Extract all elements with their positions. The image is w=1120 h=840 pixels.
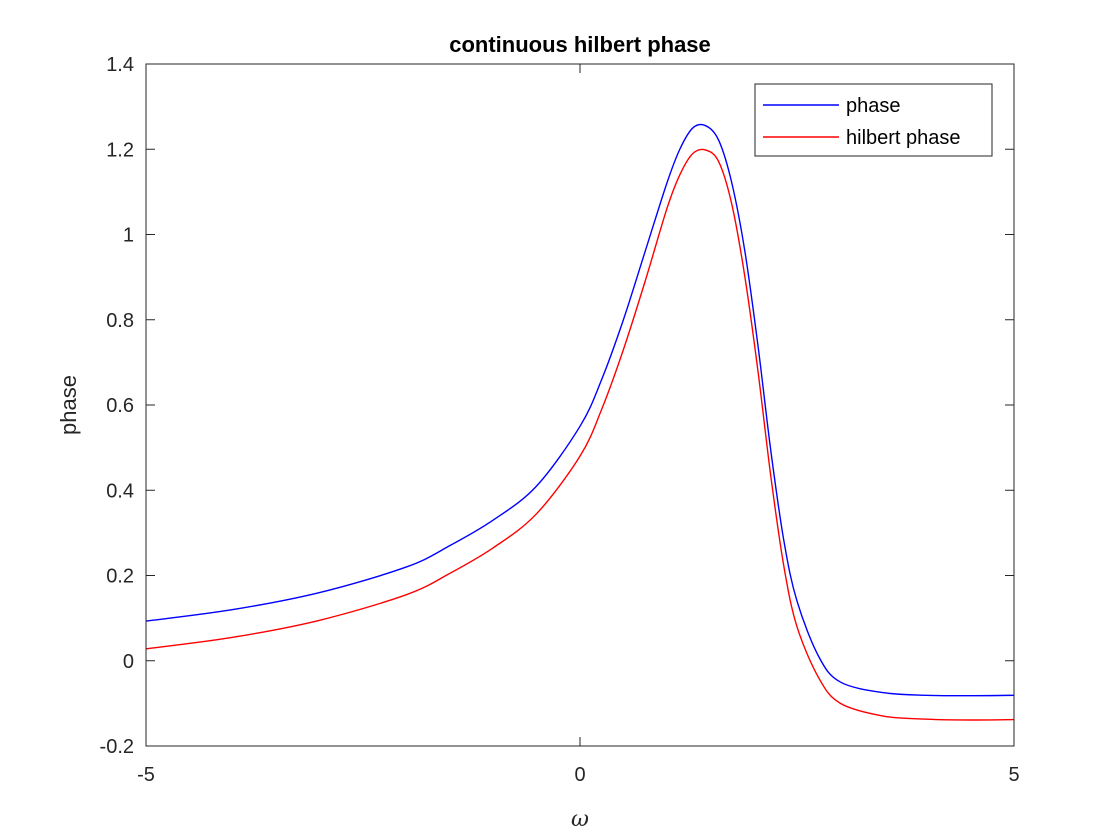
y-tick-label: 0.8 (106, 310, 134, 332)
x-tick-label: -5 (137, 764, 155, 786)
chart-title: continuous hilbert phase (449, 32, 711, 57)
axes-box (145, 63, 1015, 747)
y-tick-label: 0.2 (106, 566, 134, 588)
y-tick-label: 1 (123, 225, 134, 247)
axes: -5 0 5 -0.2 0 0.2 0.4 0.6 0.8 1 1.2 1.4 (100, 54, 1020, 786)
y-tick-label: 0 (123, 651, 134, 673)
x-tick-label: 5 (1008, 764, 1019, 786)
y-tick-label: 1.4 (106, 54, 134, 76)
series-line-hilbert-phase (145, 148, 1015, 721)
x-tick-label: 0 (574, 764, 585, 786)
y-tick-label: 1.2 (106, 139, 134, 161)
x-axis-label: ω (571, 807, 589, 832)
series-line-phase (145, 123, 1015, 697)
legend-label: phase (846, 95, 901, 117)
y-axis-label: phase (56, 375, 81, 435)
y-tick-label: 0.4 (106, 480, 134, 502)
plot-area (145, 123, 1015, 721)
legend-label: hilbert phase (846, 127, 961, 149)
legend-box (754, 83, 993, 157)
y-tick-label: 0.6 (106, 395, 134, 417)
y-tick-label: -0.2 (100, 736, 134, 758)
legend: phase hilbert phase (754, 83, 993, 157)
